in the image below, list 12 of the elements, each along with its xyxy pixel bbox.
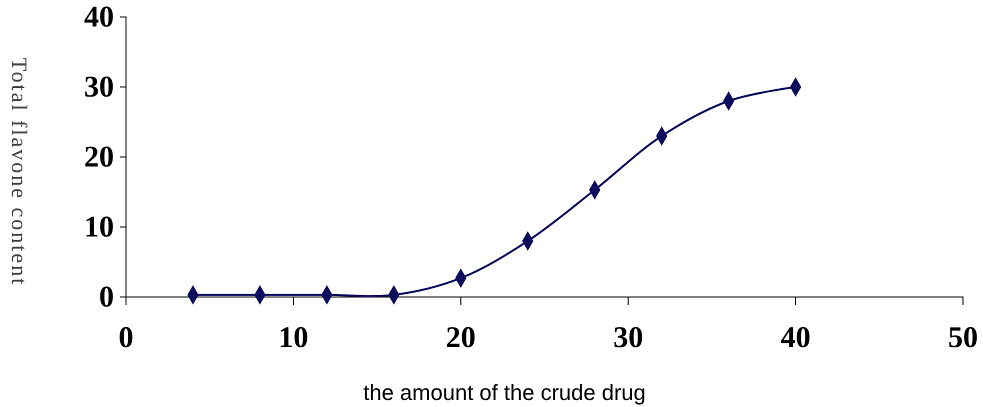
x-tick-label: 40 [780, 321, 811, 354]
y-tick-label: 20 [84, 140, 114, 174]
y-tick-label: 10 [84, 210, 114, 244]
x-tick-label: 10 [278, 321, 308, 354]
y-tick-label: 40 [84, 0, 114, 34]
y-tick-label: 0 [99, 280, 114, 314]
y-axis-title: Total flavone content [7, 58, 32, 286]
y-tick-label: 30 [84, 70, 114, 104]
x-tick-label: 50 [948, 321, 978, 354]
x-axis-title: the amount of the crude drug [363, 380, 646, 405]
x-tick-label: 20 [446, 321, 476, 354]
x-tick-label: 30 [613, 321, 644, 354]
